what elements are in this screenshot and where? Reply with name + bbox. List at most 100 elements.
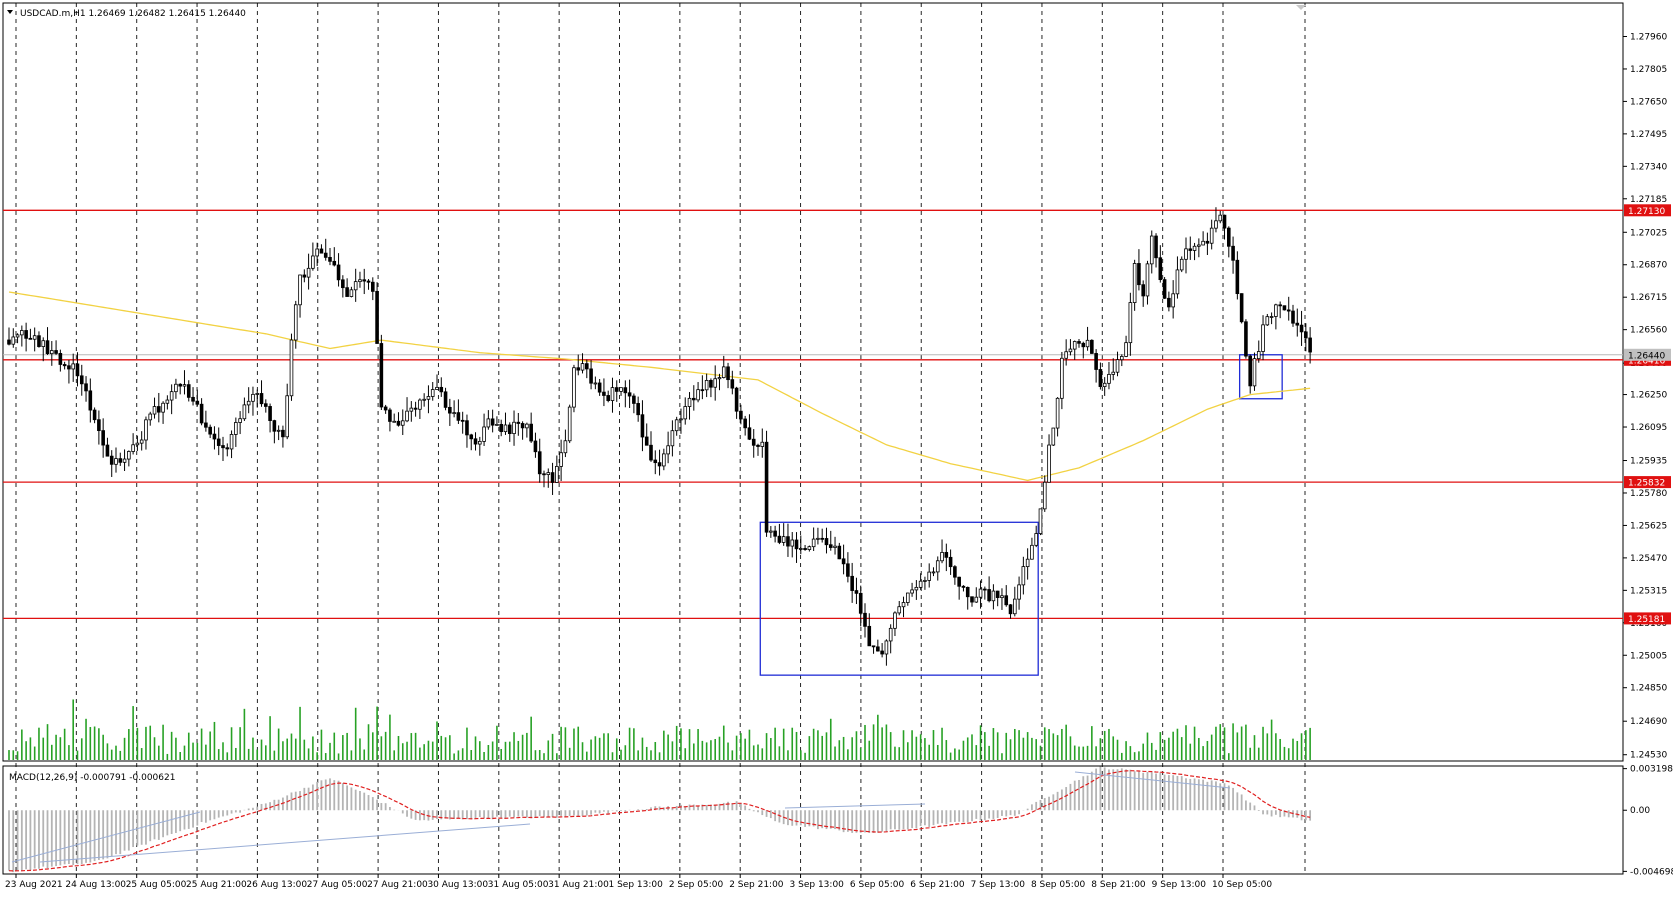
candle-body <box>1278 304 1282 307</box>
candle-body <box>854 590 859 594</box>
candle-body <box>259 393 264 405</box>
candle-body <box>11 336 16 345</box>
candle-body <box>871 645 876 648</box>
candle-body <box>79 375 84 385</box>
candle-body <box>1231 245 1235 261</box>
candle-body <box>276 429 281 432</box>
price-tick-label: 1.26870 <box>1630 261 1667 271</box>
candle-body <box>32 335 37 340</box>
candle-body <box>1167 297 1171 308</box>
candle-body <box>460 419 465 422</box>
time-tick-label: 26 Aug 13:00 <box>246 880 307 890</box>
candle-body <box>1068 348 1073 353</box>
price-tick-label: 1.26715 <box>1630 293 1667 303</box>
macd-tick-label: -0.004698 <box>1630 867 1673 877</box>
candle-body <box>1175 269 1180 295</box>
candle-body <box>1042 481 1047 510</box>
candle-body <box>944 552 949 558</box>
candle-body <box>1128 302 1133 344</box>
candle-body <box>1308 337 1312 353</box>
candle-body <box>918 580 923 588</box>
macd-axis: 0.003198 0.00 -0.004698 <box>1623 765 1673 877</box>
candle-body <box>756 444 760 447</box>
candle-body <box>315 248 319 257</box>
candle-body <box>773 530 777 537</box>
candle-body <box>670 430 675 447</box>
candle-body <box>987 589 991 602</box>
macd-histogram <box>8 766 1312 873</box>
price-axis: 1.27960 1.27805 1.27650 1.27495 1.27340 1.271… <box>1623 33 1671 761</box>
candle-body <box>127 451 131 460</box>
candle-body <box>285 395 289 438</box>
price-tick-label: 1.27650 <box>1630 97 1667 107</box>
candle-body <box>20 330 24 336</box>
candle-body <box>255 393 260 395</box>
candle-body <box>1244 321 1248 357</box>
candle-body <box>212 433 217 440</box>
candle-body <box>1171 293 1175 308</box>
candle-body <box>623 387 628 394</box>
candle-body <box>1051 427 1056 446</box>
candle-body <box>666 445 670 455</box>
candle-body <box>7 339 11 345</box>
candle-body <box>1192 245 1197 251</box>
candle-body <box>687 397 692 407</box>
candle-body <box>251 393 255 402</box>
candle-body <box>717 377 722 380</box>
candle-body <box>867 625 872 647</box>
time-tick-label: 8 Sep 05:00 <box>1031 880 1086 890</box>
candle-body <box>863 612 867 627</box>
candle-body <box>799 548 803 550</box>
price-tick-label: 1.25780 <box>1630 489 1667 499</box>
candle-body <box>1188 248 1193 251</box>
candle-body <box>1214 220 1218 229</box>
symbol-dropdown-icon[interactable] <box>7 10 13 14</box>
candle-body <box>1102 382 1107 387</box>
candle-body <box>760 441 765 447</box>
candle-body <box>246 400 251 406</box>
candle-body <box>1154 235 1158 259</box>
candle-body <box>1047 444 1051 483</box>
candle-body <box>965 586 970 598</box>
candle-body <box>525 423 529 429</box>
candle-body <box>118 458 123 463</box>
price-tick-label: 1.27960 <box>1630 33 1667 43</box>
candle-body <box>1077 341 1081 344</box>
candle-body <box>109 455 114 465</box>
candle-body <box>927 571 931 581</box>
candle-body <box>751 438 756 446</box>
candle-body <box>191 396 195 402</box>
candle-body <box>182 384 187 387</box>
macd-trendline-2 <box>39 823 531 863</box>
time-tick-label: 6 Sep 05:00 <box>850 880 905 890</box>
candle-body <box>439 386 444 393</box>
candle-body <box>1282 305 1287 311</box>
candle-body <box>1162 279 1167 299</box>
candle-body <box>263 403 268 407</box>
candle-body <box>614 387 619 392</box>
candle-body <box>465 420 469 436</box>
candle-body <box>452 412 456 415</box>
candle-body <box>606 395 610 401</box>
candle-body <box>50 350 54 355</box>
candle-body <box>1000 595 1004 599</box>
candle-body <box>953 566 957 578</box>
candle-body <box>409 407 414 412</box>
macd-tick-label: 0.003198 <box>1630 765 1673 775</box>
candle-body <box>567 406 572 442</box>
candle-body <box>148 413 153 421</box>
candle-body <box>858 592 863 614</box>
candle-body <box>512 421 516 434</box>
chart-shift-marker[interactable] <box>1296 5 1306 10</box>
candle-body <box>533 440 538 453</box>
candle-body <box>704 379 709 391</box>
candle-body <box>846 563 850 577</box>
time-tick-label: 2 Sep 05:00 <box>669 880 724 890</box>
candle-body <box>328 256 332 262</box>
candle-body <box>135 442 140 446</box>
candle-body <box>238 418 242 423</box>
candle-body <box>1004 595 1009 606</box>
macd-trendline-3 <box>784 803 926 809</box>
candle-body <box>413 407 418 410</box>
candle-body <box>709 379 713 388</box>
